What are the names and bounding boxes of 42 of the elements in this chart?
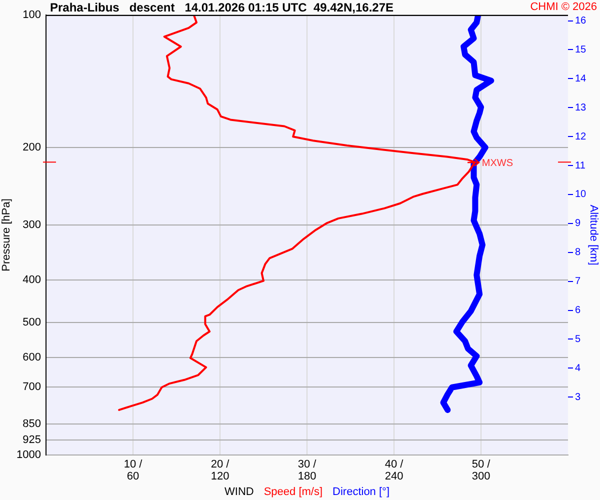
y-tick-label: 850 <box>22 418 41 430</box>
x2-tick-label: 300 <box>472 470 490 483</box>
chart-title: Praha-Libus descent 14.01.2026 01:15 UTC 49.42N,16.27E <box>50 0 394 14</box>
x-tick-label: 20 / <box>210 458 230 471</box>
x2-tick-label: 120 <box>210 470 230 483</box>
y2-tick-label: 9 <box>575 218 581 230</box>
y2-tick-label: 14 <box>575 73 587 84</box>
y2-tick-label: 16 <box>575 16 587 27</box>
y2-tick-label: 7 <box>575 276 581 288</box>
y-tick-label: 1000 <box>16 449 41 462</box>
text: Speed [m/s] <box>264 486 323 498</box>
y-tick-label: 400 <box>22 274 41 286</box>
y-tick-label: 600 <box>22 351 41 364</box>
y2-tick-label: 12 <box>575 131 587 142</box>
y2-tick-label: 8 <box>575 247 581 258</box>
x-tick-label: 40 / <box>384 458 404 471</box>
text: CHMI © 2026 <box>530 1 597 14</box>
y2-tick-label: 11 <box>575 160 586 172</box>
y2-tick-label: 13 <box>575 102 587 114</box>
y2-tick-label: 4 <box>575 362 581 374</box>
x2-tick-label: 240 <box>384 470 404 483</box>
annotation: MXWS <box>482 158 514 169</box>
y-tick-label: 200 <box>22 141 41 154</box>
y2-tick-label: 3 <box>575 392 581 403</box>
y-tick-label: 300 <box>22 218 41 231</box>
y-tick-label: 100 <box>22 9 41 22</box>
x-tick-label: 30 / <box>298 458 318 471</box>
y-tick-label: 925 <box>22 434 41 446</box>
y-tick-label: 700 <box>22 380 41 393</box>
x-tick-label: 10 / <box>124 458 144 471</box>
y2-axis-title: Altitude [km] <box>587 204 600 266</box>
text: Direction [°] <box>332 486 390 498</box>
y2-tick-label: 6 <box>575 305 581 316</box>
y2-tick-label: 15 <box>575 44 587 56</box>
x-tick-label: 50 / <box>472 458 492 471</box>
x-axis-title: WIND <box>224 486 254 498</box>
x2-tick-label: 60 <box>126 470 140 483</box>
x2-tick-label: 180 <box>298 470 316 483</box>
y-axis-title: Pressure [hPa] <box>0 198 13 272</box>
y-tick-label: 500 <box>22 316 41 329</box>
y2-tick-label: 5 <box>575 334 581 345</box>
y2-tick-label: 10 <box>575 189 587 200</box>
